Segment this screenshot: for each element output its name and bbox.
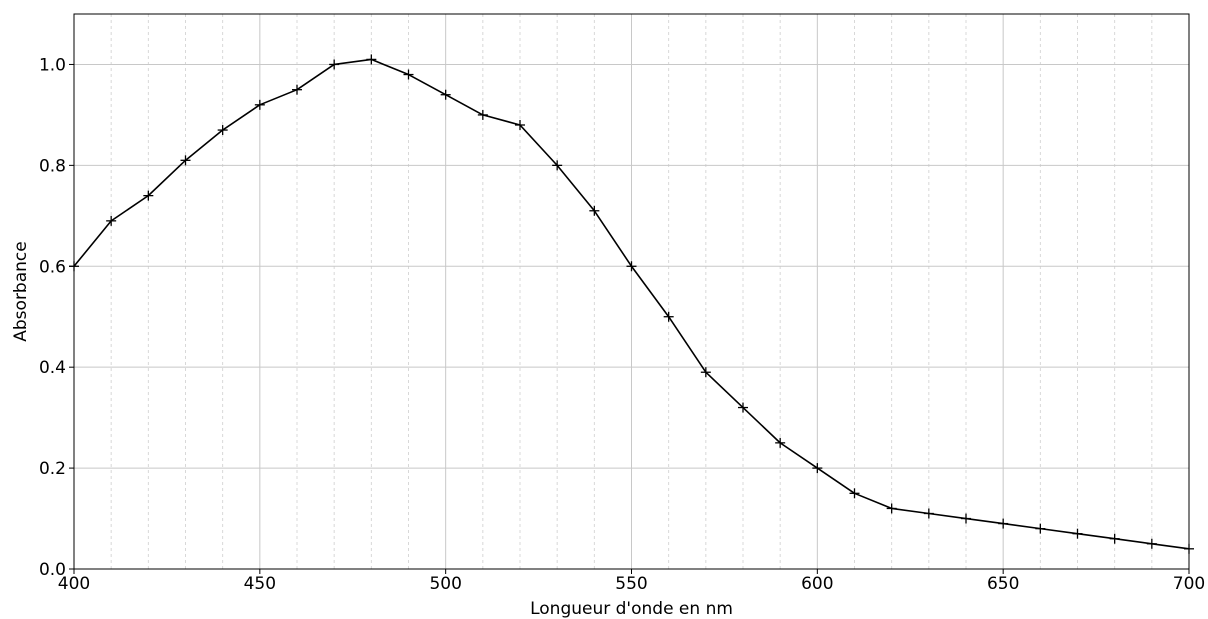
- x-axis-title: Longueur d'onde en nm: [530, 599, 733, 619]
- x-tick-label: 400: [58, 574, 90, 594]
- data-point-marker: [440, 89, 451, 100]
- x-axis-ticks: 400 450 500 550 600 650 700: [58, 569, 1205, 594]
- data-point-marker: [515, 120, 525, 130]
- data-point-marker: [1109, 533, 1120, 544]
- data-point-marker: [998, 518, 1009, 529]
- y-tick-label: 0.4: [39, 358, 66, 378]
- y-tick-label: 0.8: [39, 156, 66, 176]
- x-tick-label: 650: [987, 574, 1019, 594]
- series-layer: [69, 54, 1194, 554]
- x-tick-label: 450: [244, 574, 276, 594]
- y-tick-label: 0.2: [39, 459, 66, 479]
- data-point-marker: [477, 109, 488, 120]
- y-axis-title: Absorbance: [11, 241, 31, 341]
- data-point-marker: [738, 402, 748, 413]
- data-point-marker: [923, 508, 934, 519]
- y-tick-label: 0.6: [39, 257, 66, 277]
- data-point-marker: [961, 513, 971, 524]
- data-point-marker: [552, 160, 563, 171]
- data-point-marker: [106, 215, 117, 226]
- data-point-marker: [217, 125, 228, 136]
- data-point-marker: [886, 503, 897, 514]
- y-tick-label: 0.0: [39, 560, 66, 580]
- x-tick-label: 550: [615, 574, 647, 594]
- data-point-marker: [403, 69, 414, 80]
- data-point-marker: [812, 463, 823, 474]
- data-point-marker: [292, 84, 302, 95]
- x-tick-label: 600: [801, 574, 833, 594]
- data-point-marker: [775, 437, 786, 448]
- data-point-marker: [143, 190, 154, 201]
- data-point-marker: [366, 54, 377, 65]
- data-point-marker: [1146, 538, 1157, 549]
- data-point-marker: [329, 59, 340, 70]
- data-point-marker: [849, 488, 860, 499]
- data-point-marker: [663, 311, 674, 322]
- data-point-marker: [254, 99, 265, 110]
- data-point-marker: [1072, 528, 1083, 539]
- data-point-marker: [180, 155, 191, 166]
- minor-grid: [110, 14, 1153, 569]
- x-tick-label: 700: [1173, 574, 1205, 594]
- y-tick-label: 1.0: [39, 55, 66, 75]
- data-point-marker: [626, 261, 637, 272]
- x-tick-label: 500: [429, 574, 461, 594]
- data-point-marker: [1035, 523, 1046, 534]
- major-grid: [74, 14, 1189, 569]
- data-point-marker: [700, 367, 711, 378]
- data-point-marker: [589, 205, 600, 216]
- y-axis-ticks: 0.0 0.2 0.4 0.6 0.8 1.0: [39, 55, 74, 580]
